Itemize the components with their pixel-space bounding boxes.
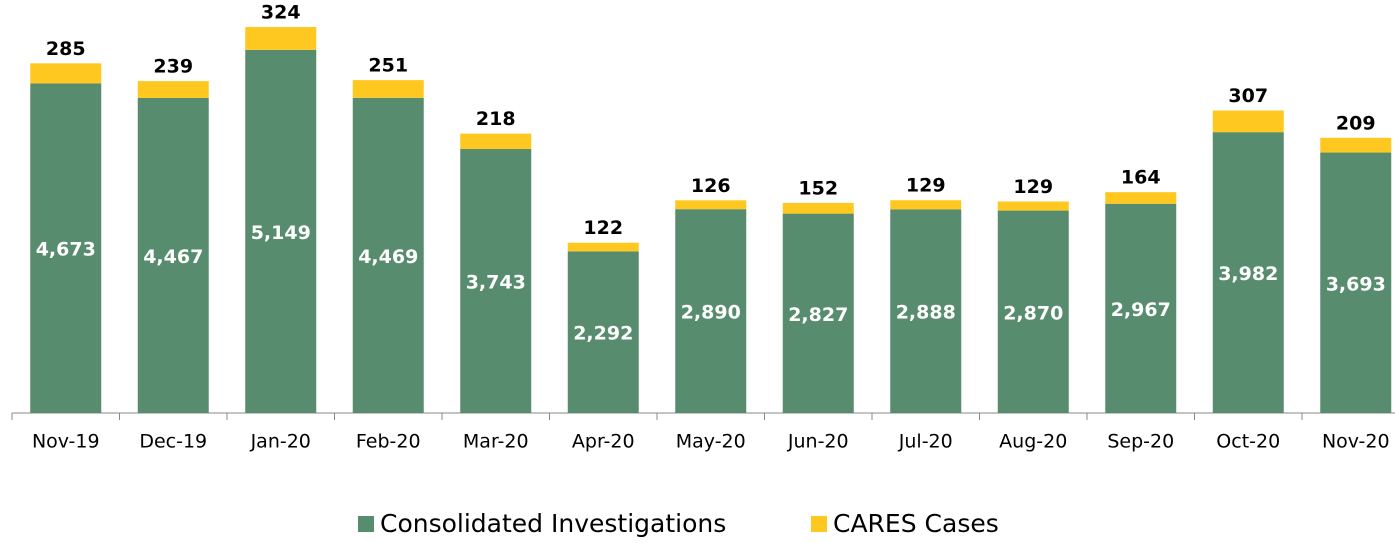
bar-segment [567,251,639,413]
bar-segment [1212,110,1284,133]
data-label: 4,673 [36,239,96,261]
x-tick-label: Nov-19 [32,431,100,453]
legend-swatch [358,516,374,532]
x-tick-label: Mar-20 [463,431,529,453]
bar-segment [137,97,209,413]
bar-segment [890,200,962,210]
bar-segment [1320,137,1392,153]
data-label: 129 [906,175,946,197]
data-label: 2,292 [573,323,633,345]
bar-segment [997,210,1069,413]
legend-swatch [811,516,827,532]
x-tick-label: Jul-20 [898,431,953,453]
legend-label: CARES Cases [833,509,999,538]
bar-segment [245,27,317,50]
data-label: 3,743 [466,272,526,294]
x-tick-label: Dec-19 [139,431,207,453]
bar-segment [1105,192,1177,204]
data-label: 2,827 [788,304,848,326]
data-label: 324 [261,2,301,24]
bar-segment [782,213,854,413]
bar-segment [137,81,209,98]
x-tick-label: Jan-20 [250,431,311,453]
bar-segment [460,149,532,413]
bar-segment [890,209,962,413]
bar-segment [1320,152,1392,413]
data-label: 122 [583,217,623,239]
bar-segment [30,83,102,414]
data-label: 2,967 [1111,299,1171,321]
data-label: 5,149 [251,222,311,244]
data-label: 285 [46,38,86,60]
bar-segment [352,97,424,414]
data-label: 251 [368,55,408,77]
data-label: 126 [691,175,731,197]
bar-segment [675,209,747,413]
x-tick-label: May-20 [676,431,746,453]
x-tick-label: Aug-20 [999,431,1067,453]
data-label: 4,469 [358,246,418,268]
data-label: 2,888 [896,302,956,324]
data-label: 239 [153,56,193,78]
bar-segment [567,242,639,252]
legend-label: Consolidated Investigations [380,509,726,538]
data-label: 307 [1228,85,1268,107]
bar-segment [352,80,424,98]
x-tick-label: Nov-20 [1322,431,1390,453]
x-tick-label: Jun-20 [787,431,849,453]
x-tick-label: Oct-20 [1216,431,1280,453]
x-tick-label: Sep-20 [1107,431,1174,453]
data-label: 164 [1121,167,1161,189]
bar-segment [245,49,317,414]
data-label: 2,890 [681,302,741,324]
data-label: 209 [1336,112,1376,134]
bar-segment [1105,203,1177,413]
bar-segment [997,201,1069,211]
x-tick-label: Apr-20 [572,431,635,453]
bar-segment [782,202,854,214]
data-label: 3,982 [1218,263,1278,285]
data-label: 2,870 [1003,302,1063,324]
data-label: 129 [1013,176,1053,198]
data-label: 3,693 [1326,273,1386,295]
data-label: 4,467 [143,246,203,268]
bar-segment [675,200,747,210]
x-tick-label: Feb-20 [356,431,421,453]
data-label: 152 [798,177,838,199]
bar-segment [460,133,532,150]
bar-segment [1212,132,1284,413]
bar-segment [30,63,102,84]
data-label: 218 [476,108,516,130]
